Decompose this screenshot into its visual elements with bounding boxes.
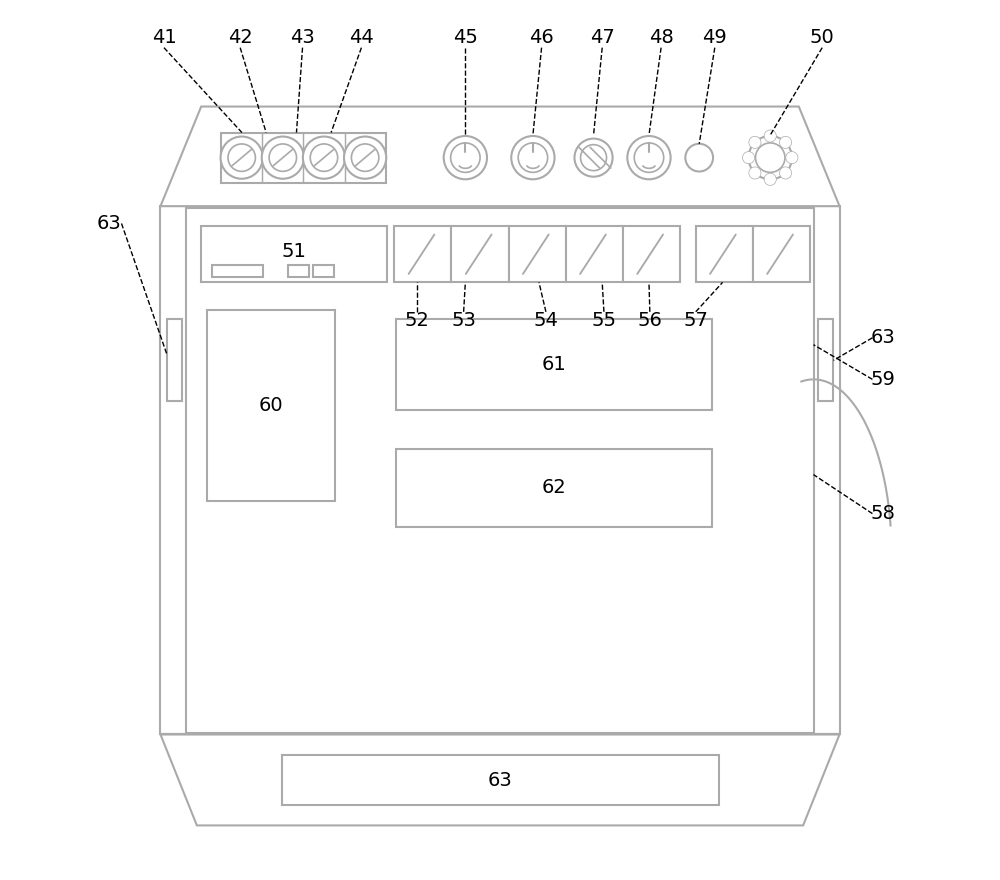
Circle shape: [310, 144, 338, 172]
Bar: [753, 226, 810, 282]
Bar: [696, 226, 753, 282]
Circle shape: [627, 136, 671, 180]
Text: 52: 52: [404, 311, 429, 330]
Circle shape: [351, 144, 379, 172]
Circle shape: [262, 136, 304, 179]
Text: 50: 50: [810, 28, 835, 47]
Text: 61: 61: [542, 355, 567, 374]
Circle shape: [269, 144, 297, 172]
Text: 51: 51: [282, 242, 307, 260]
Bar: [509, 226, 566, 282]
Circle shape: [444, 136, 487, 180]
Text: 58: 58: [870, 504, 895, 523]
Text: 63: 63: [870, 328, 895, 348]
Circle shape: [779, 167, 792, 179]
Polygon shape: [160, 735, 840, 825]
Text: 44: 44: [349, 28, 374, 47]
Text: 53: 53: [451, 311, 476, 330]
Text: 63: 63: [96, 214, 121, 233]
Circle shape: [786, 151, 798, 164]
Text: 47: 47: [590, 28, 615, 47]
Text: 45: 45: [453, 28, 478, 47]
Circle shape: [344, 136, 386, 179]
Circle shape: [581, 144, 607, 171]
Text: 59: 59: [870, 370, 895, 389]
Circle shape: [574, 138, 613, 177]
Text: 48: 48: [649, 28, 673, 47]
Bar: [818, 319, 833, 401]
Bar: [201, 226, 387, 282]
Circle shape: [634, 143, 664, 172]
Circle shape: [511, 136, 555, 180]
Text: 63: 63: [488, 771, 513, 790]
Circle shape: [749, 136, 792, 180]
Bar: [221, 133, 386, 183]
Bar: [566, 226, 623, 282]
Bar: [288, 265, 309, 277]
Bar: [623, 226, 680, 282]
Circle shape: [749, 136, 761, 149]
Bar: [451, 226, 509, 282]
Text: 60: 60: [259, 396, 284, 414]
Bar: [212, 265, 263, 277]
Text: 42: 42: [228, 28, 253, 47]
Circle shape: [228, 144, 255, 172]
Bar: [396, 319, 712, 410]
Text: 43: 43: [290, 28, 315, 47]
Bar: [394, 226, 451, 282]
Text: 41: 41: [152, 28, 176, 47]
Circle shape: [743, 151, 755, 164]
Text: 57: 57: [683, 311, 708, 330]
Bar: [313, 265, 334, 277]
Circle shape: [451, 143, 480, 172]
Text: 56: 56: [637, 311, 662, 330]
Text: 62: 62: [542, 478, 567, 497]
Bar: [167, 319, 182, 401]
Circle shape: [303, 136, 345, 179]
Bar: [282, 755, 719, 805]
Bar: [186, 208, 814, 733]
Circle shape: [756, 143, 785, 172]
Bar: [207, 310, 335, 501]
Polygon shape: [160, 106, 840, 206]
Bar: [160, 206, 840, 735]
Circle shape: [749, 167, 761, 179]
Text: 46: 46: [529, 28, 554, 47]
Circle shape: [685, 143, 713, 172]
Circle shape: [221, 136, 263, 179]
Text: 49: 49: [702, 28, 727, 47]
Text: 54: 54: [533, 311, 558, 330]
Circle shape: [764, 173, 776, 186]
Text: 55: 55: [591, 311, 616, 330]
Circle shape: [779, 136, 792, 149]
Bar: [396, 449, 712, 526]
Circle shape: [764, 130, 776, 142]
Circle shape: [518, 143, 548, 172]
